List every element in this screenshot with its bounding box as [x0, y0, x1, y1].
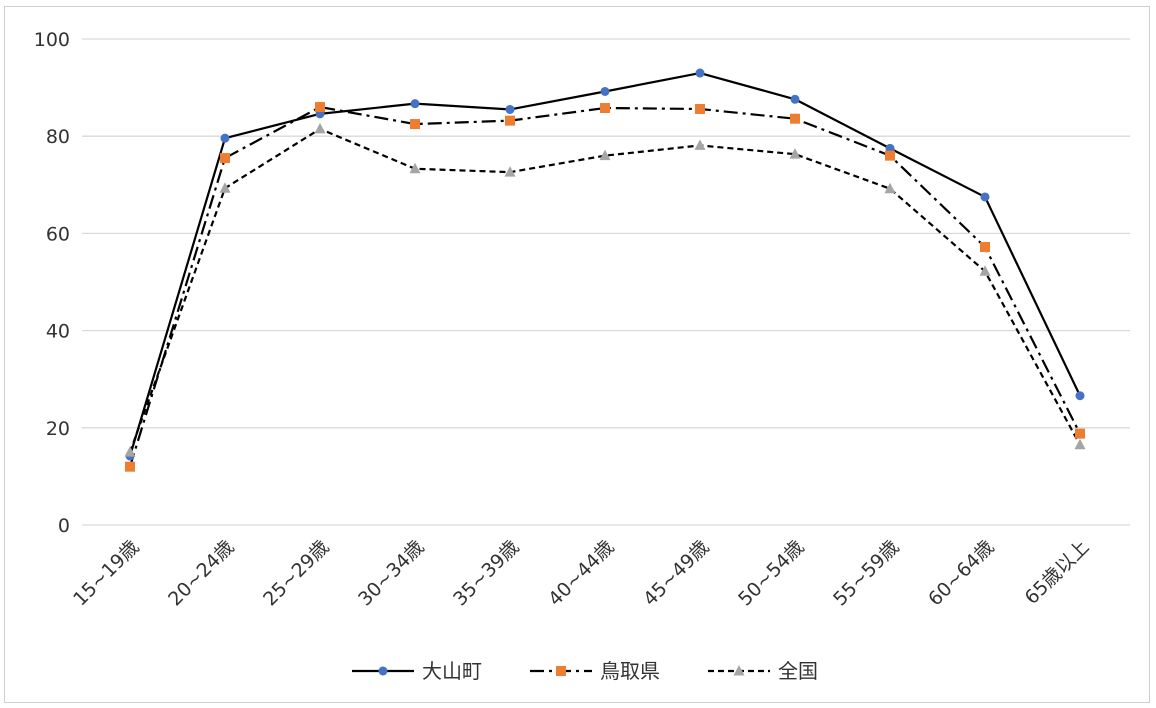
series-2-point — [884, 182, 896, 194]
series-1-point — [980, 242, 990, 253]
series-2-point — [409, 162, 421, 174]
legend-label: 全国 — [778, 659, 818, 683]
series-lines — [128, 71, 1081, 468]
series-0-point — [600, 86, 610, 96]
x-tick-label: 60~64歳 — [924, 536, 998, 610]
x-tick-label: 50~54歳 — [734, 536, 808, 610]
x-tick-label: 40~44歳 — [544, 536, 618, 610]
series-1-point — [410, 119, 420, 130]
x-tick-label: 35~39歳 — [449, 536, 523, 610]
series-2-point — [314, 122, 326, 134]
x-axis-tick-labels: 15~19歳 20~24歳 25~29歳 30~34歳 35~39歳 40~44歳 45~4… — [69, 536, 1093, 610]
x-tick-label: 15~19歳 — [69, 536, 143, 610]
series-1-point — [695, 103, 705, 114]
x-tick-label: 65歳以上 — [1021, 536, 1094, 609]
legend: 大山町 鳥取県 全国 — [352, 659, 818, 683]
y-tick-label: 60 — [46, 223, 70, 245]
legend-marker-1 — [556, 666, 566, 676]
series-2-point — [789, 148, 801, 159]
series-1-point — [885, 150, 895, 161]
series-2-point — [504, 166, 516, 177]
series-2-point — [1074, 438, 1086, 450]
series-1-point — [1075, 428, 1085, 439]
y-tick-label: 20 — [46, 418, 70, 440]
y-tick-label: 0 — [58, 515, 70, 537]
legend-marker-0 — [378, 666, 388, 676]
legend-label: 大山町 — [422, 659, 482, 683]
series-0-point — [410, 99, 420, 109]
series-line-0 — [128, 71, 1081, 457]
series-line-2 — [128, 127, 1081, 453]
x-tick-label: 25~29歳 — [259, 536, 333, 610]
gridlines — [82, 38, 1130, 526]
y-tick-label: 40 — [46, 321, 70, 343]
series-1-point — [125, 461, 135, 472]
legend-label: 鳥取県 — [600, 659, 660, 683]
series-0-point — [885, 143, 895, 153]
x-tick-label: 45~49歳 — [639, 536, 713, 610]
y-tick-label: 100 — [34, 29, 70, 51]
x-tick-label: 30~34歳 — [354, 536, 428, 610]
y-tick-label: 80 — [46, 126, 70, 148]
y-axis-tick-labels: 0 20 40 60 80 100 — [34, 29, 70, 537]
series-0-point — [505, 104, 515, 114]
series-0-point — [980, 192, 990, 202]
series-2-point — [979, 265, 991, 276]
series-1-point — [315, 102, 325, 113]
series-markers — [124, 68, 1086, 472]
series-1-point — [600, 103, 610, 114]
series-2-point — [694, 139, 706, 150]
series-2-point — [219, 182, 231, 193]
x-tick-label: 55~59歳 — [829, 536, 903, 610]
series-1-point — [505, 115, 515, 126]
legend-marker-2 — [733, 665, 745, 676]
series-2-point — [599, 149, 611, 161]
series-0-point — [1075, 391, 1085, 401]
series-0-point — [695, 68, 705, 78]
series-line-1 — [128, 105, 1081, 468]
series-0-point — [790, 94, 800, 104]
series-1-point — [790, 113, 800, 124]
chart-frame — [4, 6, 1150, 703]
x-tick-label: 20~24歳 — [164, 536, 238, 610]
series-2-point — [124, 446, 136, 457]
series-1-point — [220, 153, 230, 164]
series-0-point — [220, 133, 230, 143]
